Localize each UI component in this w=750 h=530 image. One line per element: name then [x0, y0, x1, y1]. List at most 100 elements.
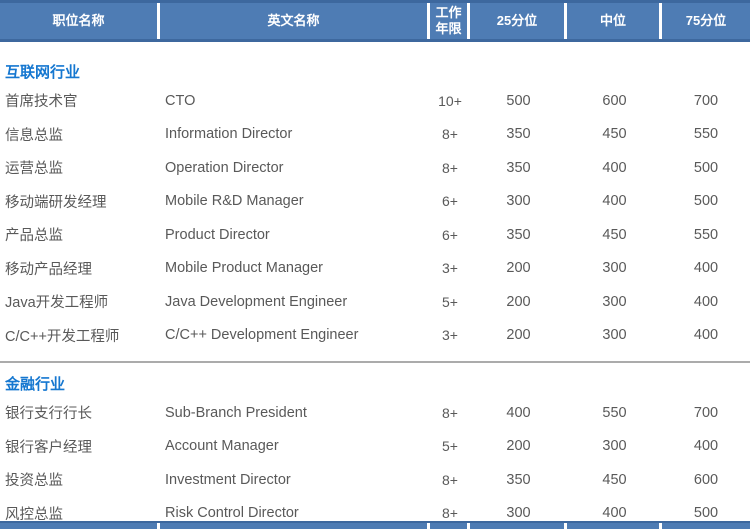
cell-p25: 200	[470, 260, 567, 276]
table-row: 运营总监 Operation Director 8+ 350 400 500	[0, 151, 750, 185]
cell-position-name: 首席技术官	[0, 90, 160, 111]
cell-p75: 550	[662, 126, 750, 142]
cell-p75: 400	[662, 327, 750, 343]
table-row: 信息总监 Information Director 8+ 350 450 550	[0, 118, 750, 152]
cell-position-name: 投资总监	[0, 469, 160, 490]
cell-position-name: C/C++开发工程师	[0, 325, 160, 346]
cell-p75: 600	[662, 472, 750, 488]
column-header-position-name: 职位名称	[0, 3, 160, 39]
cell-years: 8+	[430, 472, 470, 488]
cell-english-name: Account Manager	[160, 438, 430, 454]
table-row: 首席技术官 CTO 10+ 500 600 700	[0, 84, 750, 118]
cell-p25: 350	[470, 472, 567, 488]
column-header-p75: 75分位	[662, 3, 750, 39]
cell-median: 450	[567, 472, 662, 488]
cell-english-name: Mobile R&D Manager	[160, 193, 430, 209]
cell-p25: 350	[470, 227, 567, 243]
column-header-p25: 25分位	[470, 3, 567, 39]
table-row: Java开发工程师 Java Development Engineer 5+ 2…	[0, 285, 750, 319]
table-header-row: 职位名称 英文名称 工作年限 25分位 中位 75分位	[0, 0, 750, 42]
cell-median: 300	[567, 260, 662, 276]
cell-position-name: 信息总监	[0, 124, 160, 145]
cell-english-name: Sub-Branch President	[160, 405, 430, 421]
cell-median: 400	[567, 505, 662, 521]
cell-median: 550	[567, 405, 662, 421]
cell-median: 300	[567, 438, 662, 454]
cell-median: 600	[567, 93, 662, 109]
cell-p25: 500	[470, 93, 567, 109]
cell-p75: 400	[662, 260, 750, 276]
cell-english-name: Operation Director	[160, 160, 430, 176]
next-header-segment	[0, 523, 160, 529]
next-section-header-partial	[0, 521, 750, 529]
column-header-median: 中位	[567, 3, 662, 39]
cell-median: 300	[567, 294, 662, 310]
cell-p25: 400	[470, 405, 567, 421]
cell-years: 5+	[430, 294, 470, 310]
cell-p75: 500	[662, 193, 750, 209]
column-header-years: 工作年限	[430, 3, 470, 39]
next-header-segment	[567, 523, 662, 529]
cell-median: 450	[567, 126, 662, 142]
cell-years: 10+	[430, 93, 470, 109]
cell-years: 5+	[430, 438, 470, 454]
cell-position-name: 银行客户经理	[0, 436, 160, 457]
cell-position-name: 移动产品经理	[0, 258, 160, 279]
cell-position-name: Java开发工程师	[0, 291, 160, 312]
cell-years: 8+	[430, 160, 470, 176]
cell-english-name: Mobile Product Manager	[160, 260, 430, 276]
table-row: 移动产品经理 Mobile Product Manager 3+ 200 300…	[0, 252, 750, 286]
cell-median: 450	[567, 227, 662, 243]
cell-years: 8+	[430, 505, 470, 521]
next-header-segment	[470, 523, 567, 529]
industry-section: 金融行业 银行支行行长 Sub-Branch President 8+ 400 …	[0, 361, 750, 530]
cell-years: 8+	[430, 126, 470, 142]
cell-years: 3+	[430, 260, 470, 276]
cell-years: 8+	[430, 405, 470, 421]
cell-p75: 700	[662, 405, 750, 421]
cell-p75: 400	[662, 438, 750, 454]
table-row: 银行支行行长 Sub-Branch President 8+ 400 550 7…	[0, 396, 750, 430]
industry-section: 互联网行业 首席技术官 CTO 10+ 500 600 700 信息总监 Inf…	[0, 58, 750, 352]
section-title: 金融行业	[0, 370, 750, 396]
cell-p25: 350	[470, 126, 567, 142]
table-row: 银行客户经理 Account Manager 5+ 200 300 400	[0, 430, 750, 464]
cell-english-name: CTO	[160, 93, 430, 109]
cell-english-name: C/C++ Development Engineer	[160, 327, 430, 343]
cell-english-name: Risk Control Director	[160, 505, 430, 521]
cell-p75: 500	[662, 505, 750, 521]
next-header-segment	[160, 523, 430, 529]
cell-years: 6+	[430, 227, 470, 243]
section-title: 互联网行业	[0, 58, 750, 84]
table-row: 产品总监 Product Director 6+ 350 450 550	[0, 218, 750, 252]
cell-years: 6+	[430, 193, 470, 209]
next-header-segment	[430, 523, 470, 529]
cell-p25: 300	[470, 193, 567, 209]
section-rows: 银行支行行长 Sub-Branch President 8+ 400 550 7…	[0, 396, 750, 530]
cell-median: 400	[567, 193, 662, 209]
cell-position-name: 移动端研发经理	[0, 191, 160, 212]
cell-median: 400	[567, 160, 662, 176]
next-header-segment	[662, 523, 750, 529]
cell-position-name: 产品总监	[0, 224, 160, 245]
section-rows: 首席技术官 CTO 10+ 500 600 700 信息总监 Informati…	[0, 84, 750, 352]
cell-p25: 200	[470, 327, 567, 343]
cell-english-name: Investment Director	[160, 472, 430, 488]
table-row: 投资总监 Investment Director 8+ 350 450 600	[0, 463, 750, 497]
cell-english-name: Product Director	[160, 227, 430, 243]
cell-english-name: Information Director	[160, 126, 430, 142]
cell-p25: 200	[470, 438, 567, 454]
cell-p75: 400	[662, 294, 750, 310]
table-body: 互联网行业 首席技术官 CTO 10+ 500 600 700 信息总监 Inf…	[0, 58, 750, 530]
column-header-english-name: 英文名称	[160, 3, 430, 39]
cell-median: 300	[567, 327, 662, 343]
cell-position-name: 运营总监	[0, 157, 160, 178]
cell-english-name: Java Development Engineer	[160, 294, 430, 310]
cell-p25: 300	[470, 505, 567, 521]
cell-p75: 500	[662, 160, 750, 176]
cell-years: 3+	[430, 327, 470, 343]
cell-p25: 350	[470, 160, 567, 176]
cell-p75: 700	[662, 93, 750, 109]
cell-p25: 200	[470, 294, 567, 310]
